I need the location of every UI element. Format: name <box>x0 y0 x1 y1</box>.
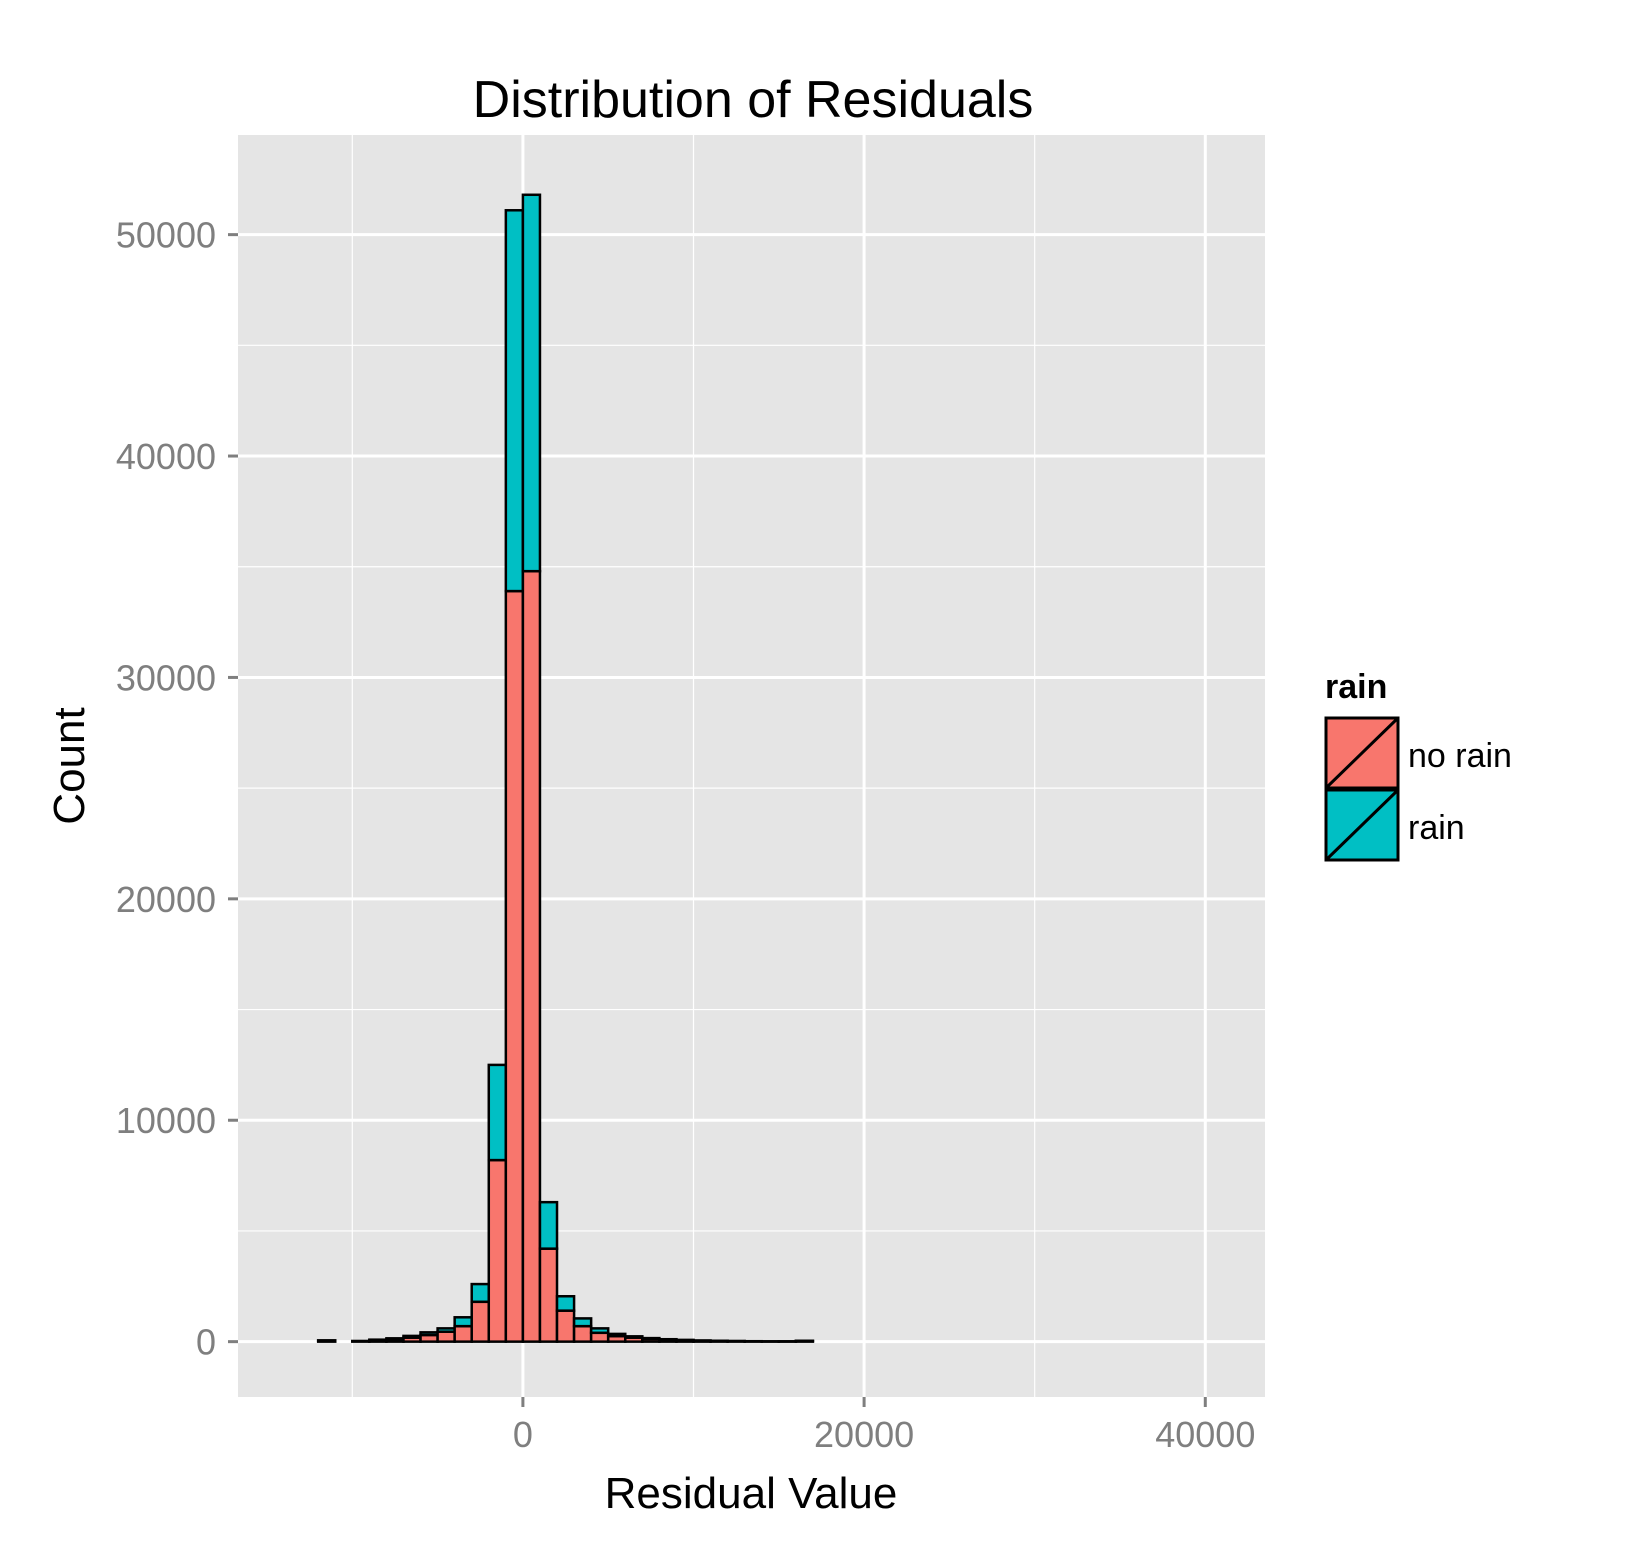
bar-rain <box>555 1295 576 1312</box>
bar-rain <box>538 1200 559 1250</box>
bar-no-rain <box>504 589 525 1343</box>
y-tick-label: 30000 <box>116 657 216 698</box>
legend-item-rain: rain <box>1324 788 1465 862</box>
bar-rain <box>589 1327 610 1335</box>
bar-rain <box>385 1337 405 1341</box>
legend-label-rain: rain <box>1408 809 1465 847</box>
x-tick-label: 0 <box>513 1414 533 1455</box>
y-tick-label: 10000 <box>116 1100 216 1141</box>
x-tick-label: 20000 <box>814 1414 914 1455</box>
bar-no-rain <box>538 1247 559 1343</box>
x-tick-label: 40000 <box>1155 1414 1255 1455</box>
bar-rain <box>572 1317 593 1328</box>
y-tick-label: 20000 <box>116 879 216 920</box>
bar-no-rain <box>470 1300 491 1343</box>
chart-title: Distribution of Residuals <box>473 71 1034 129</box>
bar-rain <box>521 193 542 573</box>
bar-no-rain <box>436 1330 456 1343</box>
bar-no-rain <box>521 569 542 1343</box>
y-tick-label: 40000 <box>116 436 216 477</box>
legend: rain no rain rain <box>1324 668 1512 862</box>
bar-rain <box>641 1336 661 1341</box>
x-axis-title: Residual Value <box>605 1469 898 1518</box>
bar-no-rain <box>453 1324 473 1343</box>
bar-rain <box>658 1337 678 1342</box>
bar-rain <box>487 1063 508 1162</box>
legend-title: rain <box>1325 668 1387 706</box>
bar-rain <box>402 1334 422 1339</box>
minor-gridlines <box>238 135 1265 1397</box>
bar-rain <box>606 1332 627 1338</box>
bar-rain <box>368 1338 388 1342</box>
bar-rain <box>624 1335 644 1339</box>
plot-panel <box>238 135 1265 1397</box>
y-tick-label: 0 <box>196 1322 216 1363</box>
bar-rain <box>436 1327 456 1333</box>
legend-item-no-rain: no rain <box>1324 716 1512 790</box>
legend-swatch-slash <box>1324 716 1400 790</box>
y-axis: 0 10000 20000 30000 40000 50000 <box>116 215 238 1363</box>
bar-rain <box>453 1316 473 1328</box>
bar-rain <box>470 1282 491 1304</box>
x-axis: 0 20000 40000 <box>513 1397 1255 1455</box>
legend-swatch-slash <box>1324 788 1400 862</box>
y-axis-title: Count <box>45 707 94 824</box>
bar-no-rain <box>589 1331 610 1343</box>
y-tick-label: 50000 <box>116 215 216 256</box>
legend-label-no-rain: no rain <box>1408 737 1512 775</box>
bar-no-rain <box>487 1158 508 1343</box>
histogram-bars <box>316 193 815 1343</box>
bar-rain <box>419 1331 439 1337</box>
bar-no-rain <box>572 1324 593 1343</box>
bar-no-rain <box>555 1309 576 1343</box>
bar-rain <box>504 209 525 593</box>
